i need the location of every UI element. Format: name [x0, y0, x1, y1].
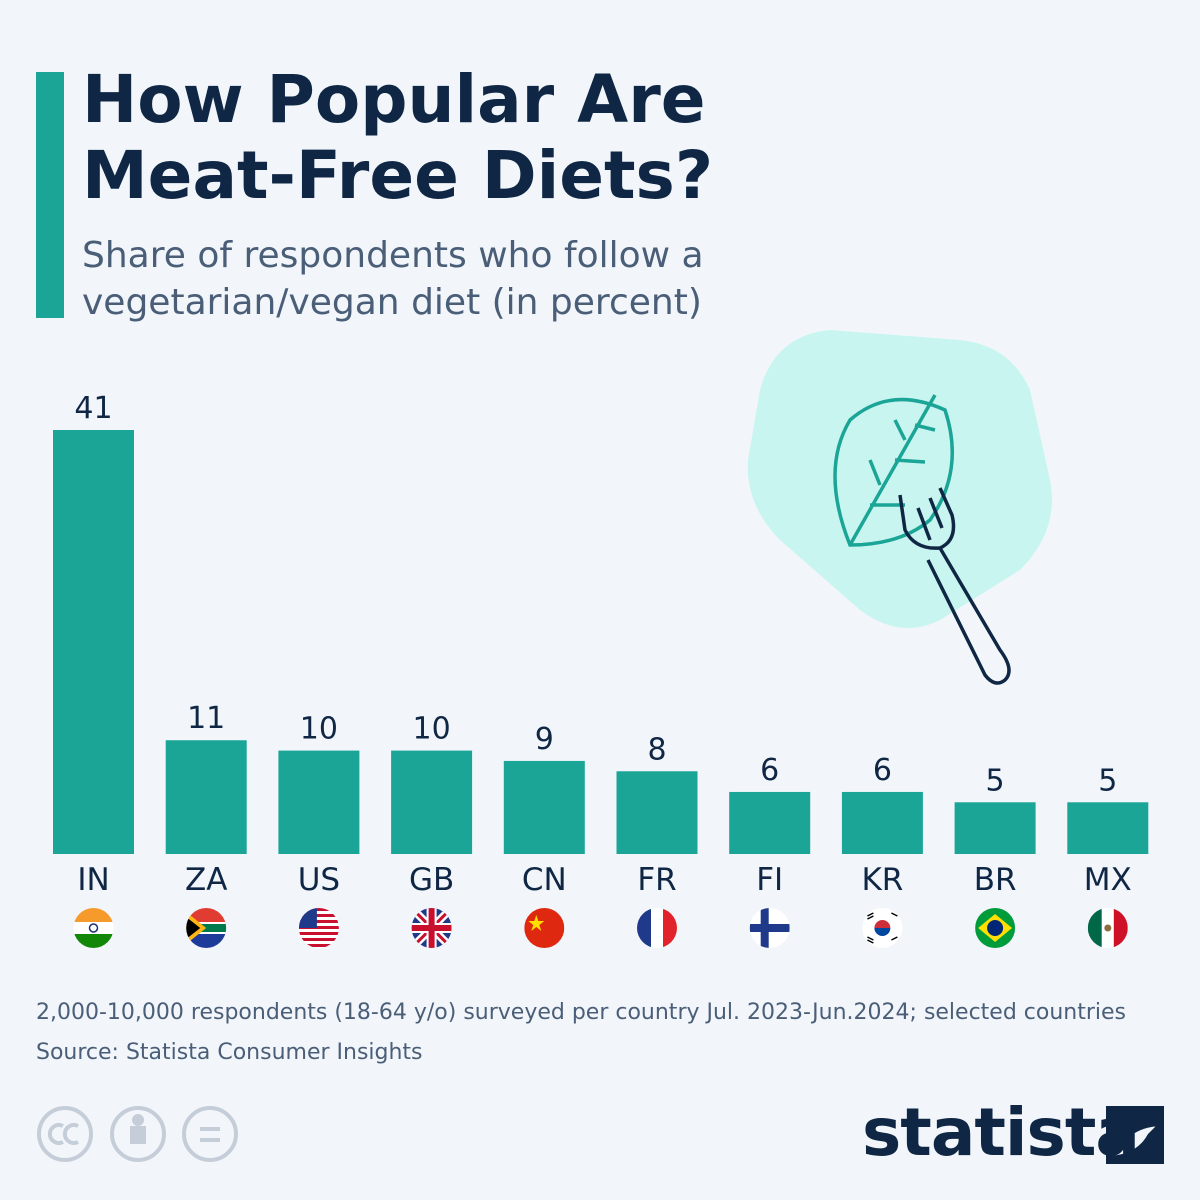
bar	[954, 802, 1036, 854]
flag	[298, 908, 339, 948]
footnote: 2,000-10,000 respondents (18-64 y/o) sur…	[36, 1000, 1127, 1025]
flag-part	[663, 908, 677, 948]
value-label: 5	[1098, 763, 1117, 798]
value-label: 41	[74, 391, 112, 426]
x-tick-label: KR	[861, 862, 903, 898]
flag-part	[298, 911, 339, 914]
bar	[1067, 802, 1149, 854]
flag	[186, 908, 227, 948]
chart-title: How Popular Are Meat-Free Diets?	[82, 61, 714, 214]
x-tick-label: US	[298, 862, 340, 898]
value-label: 6	[760, 753, 779, 788]
flag-part	[298, 908, 339, 911]
bar	[729, 791, 811, 854]
source: Source: Statista Consumer Insights	[36, 1040, 423, 1065]
flag-part	[88, 923, 99, 933]
flag	[637, 908, 677, 948]
flag-part	[186, 917, 201, 939]
flag	[524, 908, 565, 948]
flag-part	[524, 908, 565, 948]
flag	[73, 908, 114, 948]
flag-part	[298, 929, 339, 932]
flag-part	[298, 944, 339, 947]
x-tick-label: IN	[77, 862, 109, 898]
flag-part	[1087, 908, 1102, 948]
flag-part	[1113, 908, 1128, 948]
bar	[616, 771, 698, 854]
flag-part	[298, 932, 339, 935]
flag	[1087, 908, 1128, 948]
value-label: 8	[647, 732, 666, 767]
flag-part	[298, 920, 339, 923]
value-label: 6	[873, 753, 892, 788]
flag-part	[867, 912, 898, 944]
flag-part	[874, 920, 891, 928]
value-label: 11	[187, 701, 225, 736]
x-tick-label: MX	[1084, 862, 1132, 898]
flag-part	[298, 908, 317, 928]
x-tick-label: BR	[974, 862, 1017, 898]
flag	[975, 908, 1016, 948]
flag-part	[651, 908, 663, 948]
x-tick-label: FI	[756, 862, 783, 898]
x-tick-label: ZA	[185, 862, 227, 898]
bar	[391, 750, 473, 854]
flag-part	[298, 947, 339, 948]
flag	[749, 908, 790, 948]
bar	[278, 750, 360, 854]
flag	[411, 908, 452, 948]
bar	[503, 760, 585, 854]
flag-part	[298, 935, 339, 938]
license-icons	[37, 1106, 238, 1162]
value-label: 10	[413, 712, 451, 747]
accent-bar	[36, 72, 64, 318]
x-tick-label: GB	[409, 862, 454, 898]
brand-icon	[1106, 1106, 1164, 1164]
flag-part	[637, 908, 651, 948]
flag-part	[298, 923, 339, 926]
flag-part	[298, 917, 339, 920]
bar	[53, 430, 134, 854]
flag-part	[749, 924, 790, 932]
value-label: 10	[300, 712, 338, 747]
flag-part	[298, 914, 339, 917]
flag-part	[1104, 924, 1112, 932]
x-tick-label: FR	[637, 862, 676, 898]
bar	[841, 791, 923, 854]
flag-part	[298, 938, 339, 941]
flag-part	[298, 926, 339, 929]
flag-part	[874, 928, 891, 936]
flag-part	[987, 920, 1004, 936]
chart-subtitle: Share of respondents who follow a vegeta…	[82, 235, 704, 323]
flag-part	[73, 934, 114, 948]
value-label: 5	[986, 763, 1005, 798]
flag-part	[298, 941, 339, 944]
value-label: 9	[535, 722, 554, 757]
flag-part	[73, 908, 114, 922]
brand-logo: statista	[862, 1094, 1140, 1171]
flag-part	[411, 925, 452, 931]
leaf-icon	[747, 330, 1052, 685]
flag-part	[73, 922, 114, 934]
flag	[862, 908, 903, 948]
x-tick-label: CN	[522, 862, 567, 898]
flag-part	[528, 915, 545, 931]
bar	[165, 740, 247, 854]
